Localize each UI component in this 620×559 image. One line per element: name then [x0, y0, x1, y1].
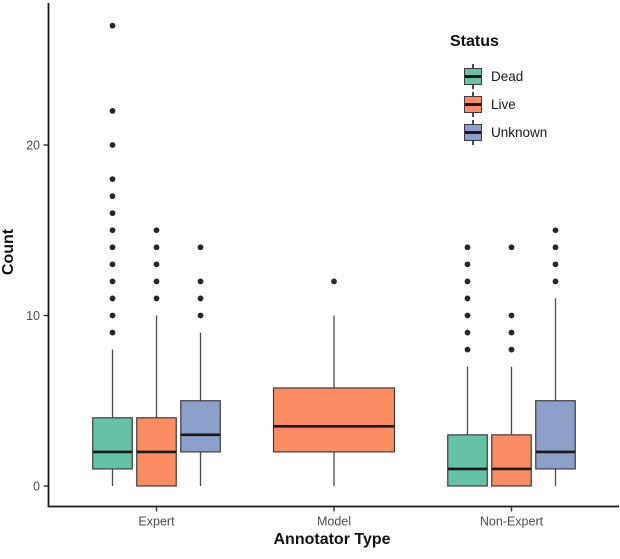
outlier-point	[508, 244, 515, 251]
outlier-point	[464, 346, 471, 353]
outlier-point	[109, 22, 116, 29]
x-tick-label: Non-Expert	[480, 515, 544, 529]
key-median-line	[465, 75, 481, 78]
legend-label: Unknown	[491, 125, 548, 140]
outlier-point	[153, 295, 160, 302]
outlier-point	[153, 244, 160, 251]
outlier-point	[508, 312, 515, 319]
y-tick-label: 20	[26, 139, 40, 153]
boxplot-box	[491, 434, 532, 487]
legend: Status Dead Live	[450, 33, 547, 148]
legend-title: Status	[450, 33, 499, 50]
outlier-point	[552, 227, 559, 234]
boxplot-box	[272, 387, 396, 453]
legend-entry-unknown: Unknown	[450, 120, 547, 145]
outlier-point	[153, 278, 160, 285]
boxplot-box	[447, 434, 488, 487]
boxplot-key-icon	[464, 120, 482, 145]
outlier-point	[464, 278, 471, 285]
outlier-point	[197, 278, 204, 285]
outlier-point	[197, 312, 204, 319]
outlier-point	[552, 244, 559, 251]
outlier-point	[109, 176, 116, 183]
key-median-line	[465, 131, 481, 134]
key-whisker-bottom	[472, 113, 474, 117]
boxplot-box	[180, 400, 221, 453]
outlier-point	[331, 278, 337, 285]
outlier-point	[109, 210, 116, 217]
y-axis-title: Count	[0, 228, 17, 276]
outlier-point	[464, 295, 471, 302]
legend-label: Live	[491, 97, 516, 112]
key-whisker-bottom	[472, 85, 474, 89]
outlier-point	[197, 295, 204, 302]
outlier-point	[464, 329, 471, 336]
y-tick-label: 10	[26, 309, 40, 323]
outlier-point	[109, 312, 116, 319]
key-whisker-bottom	[472, 141, 474, 145]
outlier-point	[109, 278, 116, 285]
outlier-point	[153, 261, 160, 268]
boxplot-key-icon	[464, 64, 482, 89]
key-whisker-top	[472, 92, 474, 96]
outlier-point	[109, 142, 116, 148]
outlier-point	[464, 261, 471, 268]
y-tick-label: 0	[33, 480, 40, 494]
outlier-point	[109, 295, 116, 302]
outlier-point	[197, 244, 204, 251]
legend-label: Dead	[491, 69, 524, 84]
outlier-point	[508, 329, 515, 336]
legend-entry-dead: Dead	[450, 64, 547, 89]
key-whisker-top	[472, 64, 474, 68]
outlier-point	[552, 278, 559, 285]
outlier-point	[109, 329, 116, 336]
x-tick-label: Expert	[138, 515, 175, 529]
outlier-point	[464, 312, 471, 319]
boxplot-box	[92, 417, 133, 470]
outlier-point	[109, 227, 116, 234]
key-box	[464, 68, 482, 85]
boxplot-key-icon	[464, 92, 482, 117]
outlier-point	[552, 261, 559, 268]
x-axis-title: Annotator Type	[273, 531, 391, 548]
key-box	[464, 124, 482, 141]
outlier-point	[153, 227, 160, 234]
outlier-point	[109, 261, 116, 268]
boxplot-box	[535, 400, 576, 470]
key-box	[464, 96, 482, 113]
key-whisker-top	[472, 120, 474, 124]
outlier-point	[464, 244, 471, 251]
outlier-point	[109, 108, 116, 114]
legend-entry-live: Live	[450, 92, 547, 117]
x-tick-label: Model	[317, 515, 351, 529]
outlier-point	[508, 346, 515, 353]
key-median-line	[465, 103, 481, 106]
outlier-point	[109, 193, 116, 200]
outlier-point	[109, 244, 116, 251]
